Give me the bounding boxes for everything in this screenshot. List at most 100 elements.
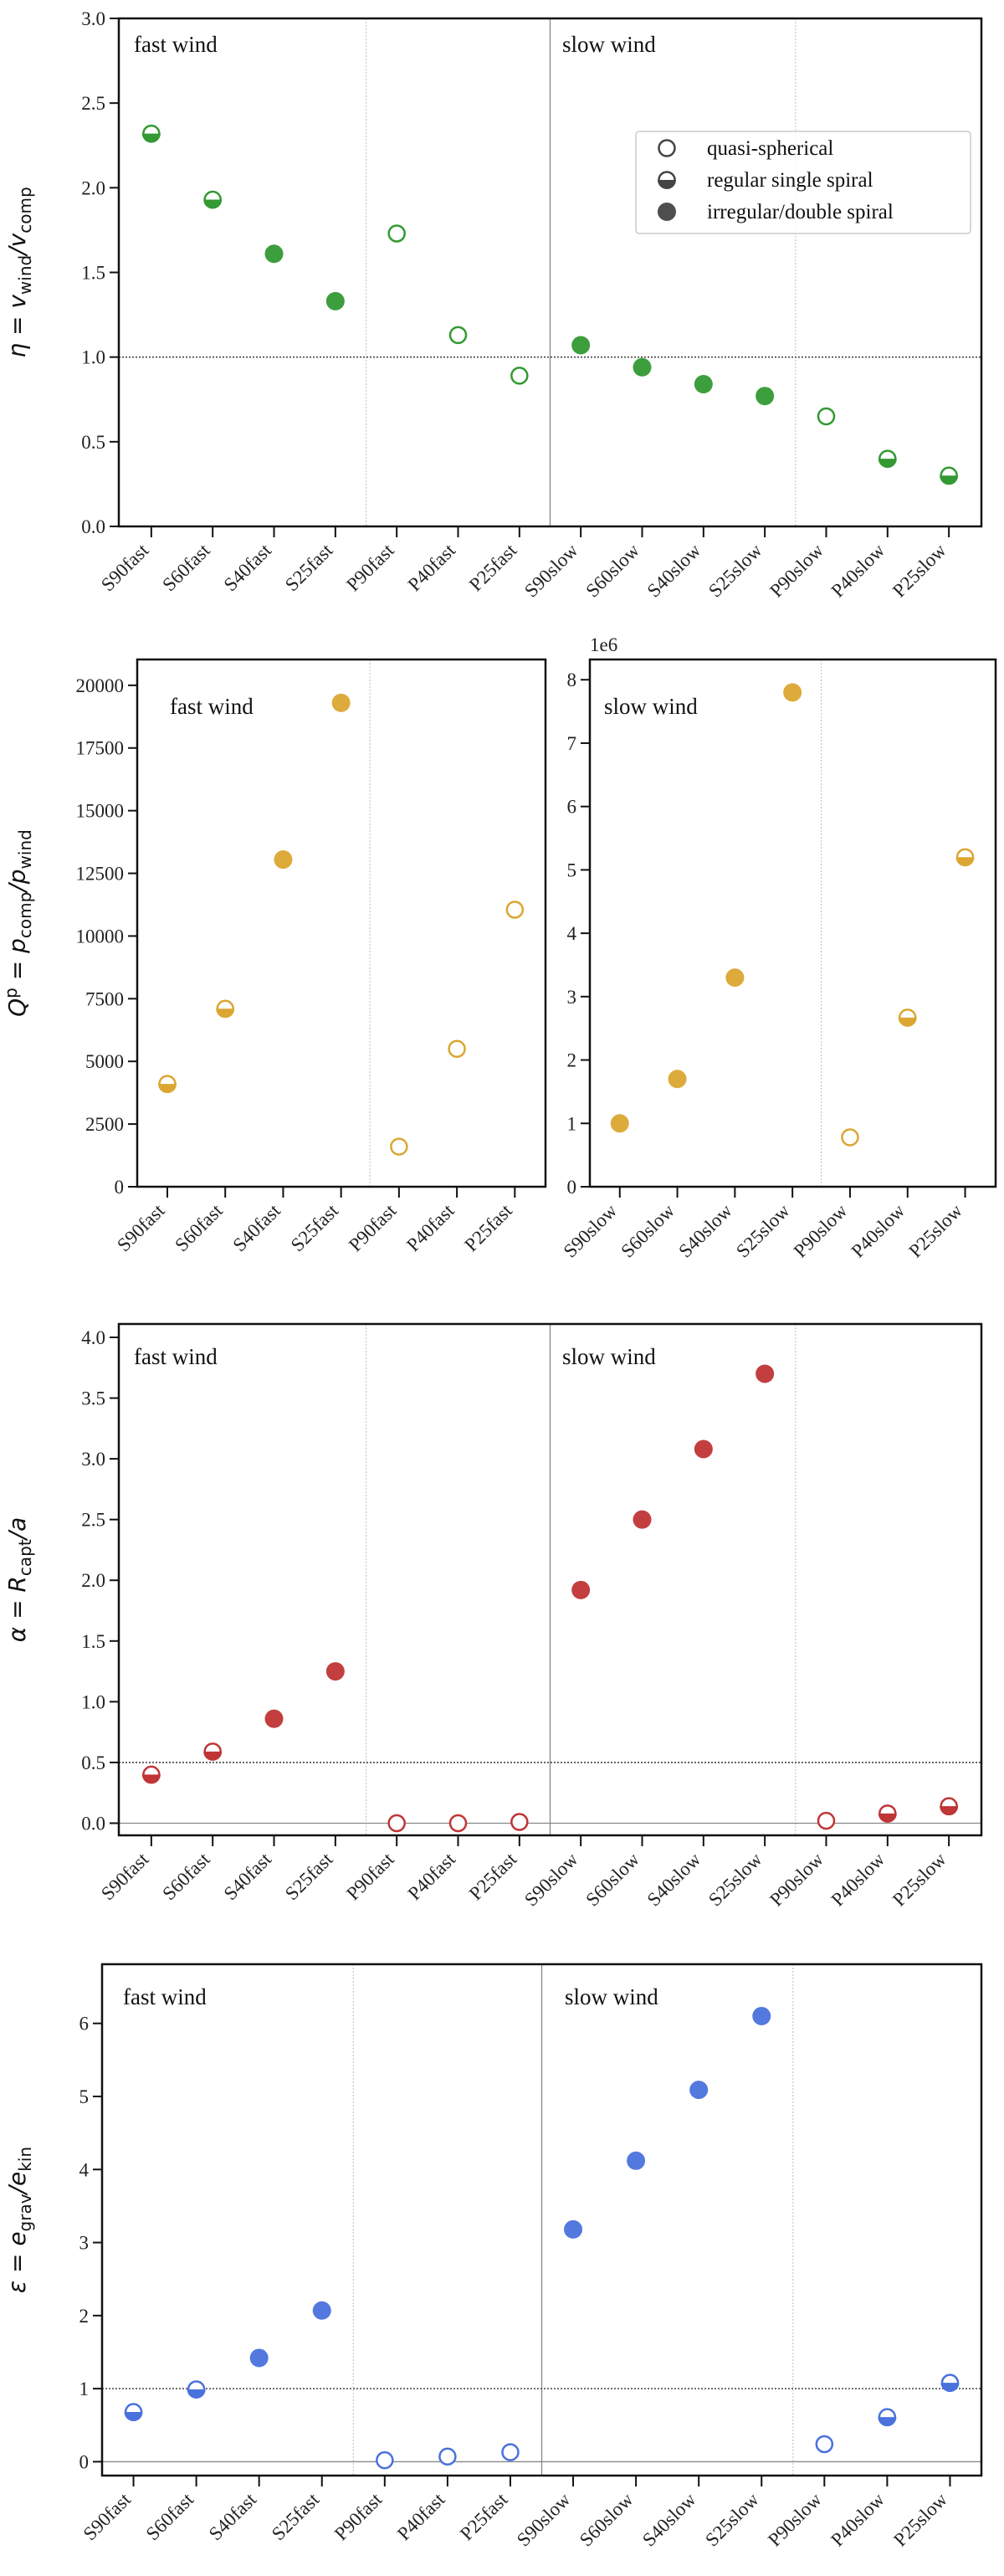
marker-outline [817, 1811, 836, 1830]
y-tick-label: 2 [79, 2306, 90, 2327]
data-point-S90slow [564, 2219, 583, 2239]
x-tick-label: S40fast [205, 2488, 261, 2544]
x-tick-label: P40slow [827, 2489, 889, 2551]
y-axis-label-part: p [1, 988, 21, 998]
y-tick-label: 2 [567, 1050, 577, 1071]
x-tick-label: S60slow [576, 2489, 638, 2551]
data-point-S40slow [689, 2081, 709, 2100]
y-tick-label: 3.5 [81, 1388, 105, 1409]
marker-fill [610, 1114, 629, 1133]
y-axis-label-part: comp [15, 187, 35, 233]
x-tick-label: P25slow [889, 1849, 950, 1911]
y-tick-label: 2.5 [81, 1510, 105, 1531]
x-tick-label: P25slow [904, 1200, 966, 1262]
y-tick-label: 20000 [76, 675, 125, 696]
y-axis-label-part: /e [3, 2172, 31, 2197]
y-tick-label: 7500 [85, 988, 124, 1009]
x-tick-label: S25fast [281, 539, 337, 595]
legend-box [635, 131, 971, 234]
y-axis-label-part: /p [3, 869, 31, 894]
marker-lower-half [878, 459, 897, 469]
data-point-S40fast [274, 850, 293, 870]
y-tick-label: 4 [567, 923, 577, 944]
x-tick-label: S40fast [220, 539, 276, 595]
x-tick-label: P40fast [402, 1199, 458, 1255]
data-point-P40fast [448, 1814, 468, 1833]
data-point-P25slow [955, 848, 975, 867]
data-point-S25fast [312, 2301, 331, 2320]
offset-text: 1e6 [590, 634, 617, 655]
data-point-S25fast [325, 1662, 345, 1681]
x-tick-label: S25slow [704, 1849, 766, 1911]
legend-marker-quasi [658, 139, 676, 157]
y-tick-label: 0.5 [81, 432, 105, 453]
marker-fill [325, 1662, 345, 1681]
x-tick-label: S40slow [638, 2489, 700, 2551]
marker-fill [694, 375, 713, 394]
y-tick-label: 1.5 [81, 1631, 105, 1652]
data-point-P90slow [817, 407, 836, 426]
y-axis-label-part: Q [3, 998, 31, 1017]
x-tick-label: S60fast [158, 539, 214, 595]
x-tick-label: P40fast [404, 539, 460, 595]
data-point-S60fast [216, 999, 235, 1019]
data-point-P25slow [940, 2373, 960, 2393]
x-tick-label: S25fast [287, 1199, 343, 1255]
marker-fill [325, 291, 345, 310]
y-tick-label: 1.0 [81, 1691, 105, 1712]
marker-lower-half [157, 1084, 177, 1094]
x-tick-label: S60slow [581, 1849, 643, 1911]
y-axis-label-part: /a [3, 1517, 31, 1542]
marker-fill [752, 2006, 771, 2025]
x-tick-label: S60fast [142, 2488, 198, 2544]
y-tick-label: 0 [79, 2451, 90, 2472]
marker-outline [510, 1813, 529, 1831]
y-tick-label: 8 [567, 670, 577, 690]
y-tick-label: 4 [79, 2159, 90, 2180]
marker-fill [633, 357, 652, 377]
marker-lower-half [878, 1813, 897, 1823]
legend-label: quasi-spherical [707, 137, 833, 160]
marker-fill [694, 1439, 713, 1459]
data-point-P90fast [387, 224, 406, 243]
marker-lower-half [124, 2412, 143, 2422]
data-point-P90slow [817, 1811, 836, 1830]
data-point-S60fast [203, 190, 223, 209]
marker-lower-half [203, 1751, 223, 1761]
marker-fill [756, 1364, 775, 1383]
x-tick-label: P90slow [790, 1200, 852, 1262]
marker-outline [448, 1039, 466, 1058]
x-tick-label: S40fast [229, 1199, 285, 1255]
data-point-P25fast [505, 901, 525, 919]
region-label: slow wind [562, 1344, 656, 1369]
data-point-S40slow [694, 1439, 713, 1459]
x-tick-label: P90fast [330, 2488, 387, 2544]
marker-fill [264, 1709, 284, 1728]
marker-fill [668, 1070, 687, 1089]
y-tick-label: 7 [567, 733, 577, 754]
x-tick-label: S40slow [643, 1849, 705, 1911]
marker-lower-half [940, 2383, 960, 2393]
x-tick-label: P40slow [827, 540, 889, 602]
x-tick-label: S25slow [701, 2489, 763, 2551]
x-tick-label: P90fast [345, 1199, 401, 1255]
data-point-P90fast [387, 1814, 406, 1833]
data-point-S60slow [633, 357, 652, 377]
x-tick-label: S60slow [617, 1200, 679, 1262]
y-tick-label: 0.0 [81, 1813, 105, 1834]
y-tick-label: 4.0 [81, 1327, 105, 1348]
data-point-P25fast [501, 2443, 520, 2461]
region-label: fast wind [134, 1344, 218, 1369]
x-tick-label: S40slow [643, 540, 705, 602]
y-axis-label-part: wind [15, 255, 35, 295]
axes-frame [136, 658, 547, 1188]
x-tick-label: P90slow [766, 1849, 827, 1911]
data-point-P40slow [878, 2408, 897, 2427]
data-point-S60slow [627, 2151, 646, 2170]
region-label: fast wind [170, 694, 254, 719]
marker-outline [841, 1128, 859, 1147]
data-point-S90slow [610, 1114, 629, 1133]
x-tick-label: S90slow [520, 1849, 582, 1911]
y-tick-label: 2.0 [81, 1570, 105, 1591]
